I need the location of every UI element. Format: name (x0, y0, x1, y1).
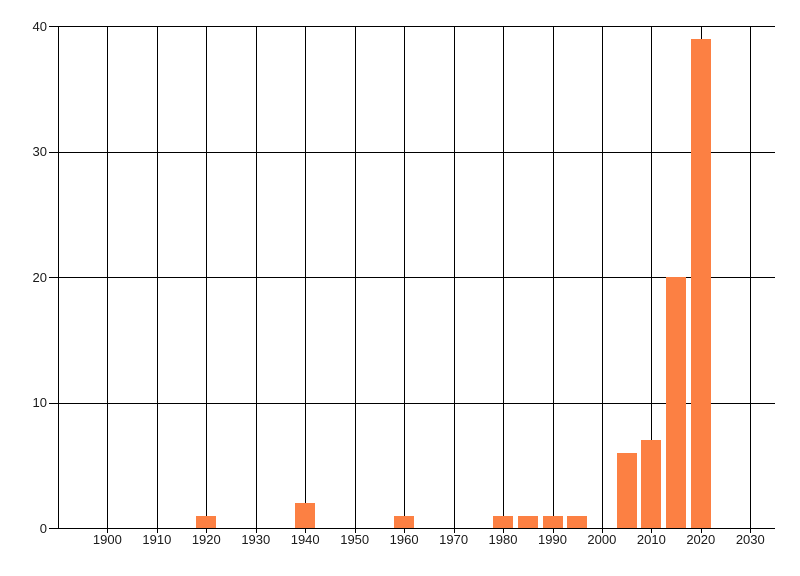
horizontal-gridline (58, 277, 775, 278)
bar (196, 515, 217, 528)
x-tick-mark (750, 528, 752, 533)
x-tick-label: 1980 (488, 532, 518, 547)
x-tick-mark (404, 528, 406, 533)
x-tick-label: 1930 (241, 532, 271, 547)
x-tick-label: 1920 (191, 532, 221, 547)
x-tick-label: 1970 (439, 532, 469, 547)
x-tick-label: 2000 (587, 532, 617, 547)
x-tick-label: 1910 (142, 532, 172, 547)
bar (641, 440, 662, 528)
bar (542, 515, 563, 528)
horizontal-gridline (58, 26, 775, 27)
x-tick-mark (453, 528, 455, 533)
y-tick-label: 10 (32, 395, 47, 410)
bar (567, 515, 588, 528)
x-tick-label: 1960 (389, 532, 419, 547)
x-tick-mark (601, 528, 603, 533)
x-tick-label: 1940 (290, 532, 320, 547)
bar (394, 515, 415, 528)
x-tick-mark (156, 528, 158, 533)
x-tick-label: 2020 (686, 532, 716, 547)
x-tick-mark (700, 528, 702, 533)
y-tick-label: 30 (32, 144, 47, 159)
y-tick-mark (49, 26, 58, 27)
y-tick-label: 40 (32, 18, 47, 34)
x-tick-mark (305, 528, 307, 533)
bar (295, 502, 316, 528)
x-tick-label: 2030 (735, 532, 765, 547)
horizontal-gridline (58, 151, 775, 153)
x-tick-label: 1990 (538, 532, 567, 547)
x-tick-mark (354, 528, 356, 533)
y-tick-label: 20 (32, 269, 47, 285)
y-tick-mark (49, 277, 58, 278)
bar (493, 515, 513, 528)
x-tick-mark (107, 528, 109, 533)
x-tick-mark (255, 528, 257, 533)
bar (517, 515, 538, 528)
bar (616, 452, 637, 528)
bar (666, 277, 687, 528)
x-tick-label: 2010 (636, 532, 666, 547)
y-tick-mark (49, 528, 58, 529)
x-tick-mark (206, 528, 208, 533)
y-tick-mark (49, 402, 58, 404)
y-tick-label: 0 (39, 520, 47, 536)
x-tick-mark (503, 528, 504, 533)
x-axis-line (58, 528, 775, 529)
y-tick-mark (49, 151, 58, 153)
x-tick-mark (651, 528, 653, 533)
bar (690, 38, 711, 528)
x-tick-label: 1900 (92, 532, 122, 547)
x-tick-mark (552, 528, 554, 533)
horizontal-gridline (58, 402, 775, 404)
x-tick-label: 1950 (340, 532, 370, 547)
